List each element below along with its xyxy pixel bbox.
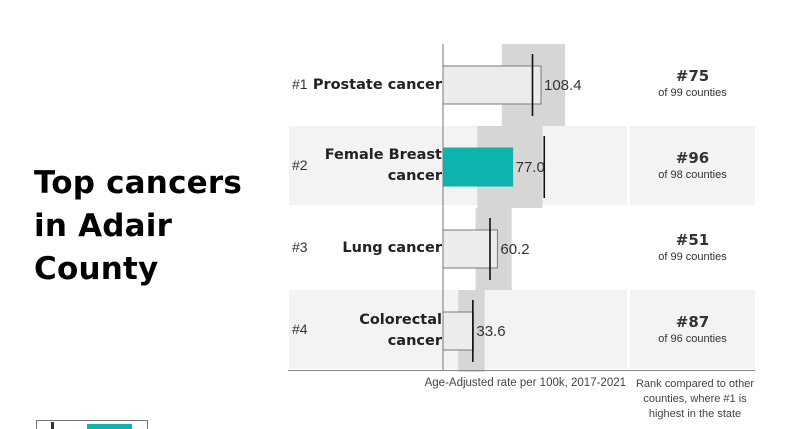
page-title: Top cancers in Adair County [34, 165, 243, 287]
row-band-2-rank [630, 126, 755, 205]
row-rank: #3 [292, 239, 308, 255]
state-rank: #51 [675, 231, 710, 249]
category-label-line: Female Breast [324, 147, 442, 163]
state-rank: #75 [675, 67, 710, 85]
state-rank-sub: of 99 counties [658, 251, 727, 263]
rank-caption-line: highest in the state [648, 408, 742, 420]
rank-caption-line: counties, where #1 is [643, 393, 747, 405]
bar [442, 229, 498, 269]
row-rank: #4 [292, 321, 308, 337]
state-rank-cell: #75 of 99 counties [630, 67, 755, 99]
row-rank: #2 [292, 157, 308, 173]
category-label-line: cancer [387, 168, 442, 184]
state-rank-cell: #87 of 96 counties [630, 313, 755, 345]
logo-glyph [51, 422, 54, 429]
state-rank-cell: #96 of 98 counties [630, 149, 755, 181]
state-rank-sub: of 96 counties [658, 333, 727, 345]
category-label: Female Breast cancer [302, 145, 442, 187]
category-label: Lung cancer [302, 238, 442, 259]
footer-divider [288, 370, 755, 371]
rank-caption-line: Rank compared to other [635, 378, 754, 390]
category-label: Colorectal cancer [302, 310, 442, 352]
state-rank: #96 [675, 149, 710, 167]
category-label-line: Lung cancer [342, 240, 442, 256]
category-label: Prostate cancer [302, 75, 442, 96]
category-label-line: Colorectal [359, 312, 442, 328]
bar [442, 65, 542, 105]
row-rank: #1 [292, 76, 308, 92]
logo [36, 420, 148, 429]
logo-accent [87, 424, 132, 429]
state-rank-sub: of 98 counties [658, 169, 727, 181]
category-label-line: Prostate cancer [312, 77, 442, 93]
row-band-4-rank [630, 290, 755, 369]
value-label: 77.0 [516, 159, 545, 176]
state-rank-cell: #51 of 99 counties [630, 231, 755, 263]
state-rank-sub: of 99 counties [658, 87, 727, 99]
column-separator [627, 44, 630, 370]
x-axis-caption: Age-Adjusted rate per 100k, 2017-2021 [424, 377, 626, 389]
value-label: 108.4 [544, 77, 582, 94]
state-rank: #87 [675, 313, 710, 331]
value-label: 60.2 [500, 241, 529, 258]
value-label: 33.6 [476, 323, 505, 340]
category-label-line: cancer [387, 333, 442, 349]
rank-caption: Rank compared to other counties, where #… [630, 377, 760, 422]
bar [442, 311, 474, 351]
bar [442, 147, 514, 187]
